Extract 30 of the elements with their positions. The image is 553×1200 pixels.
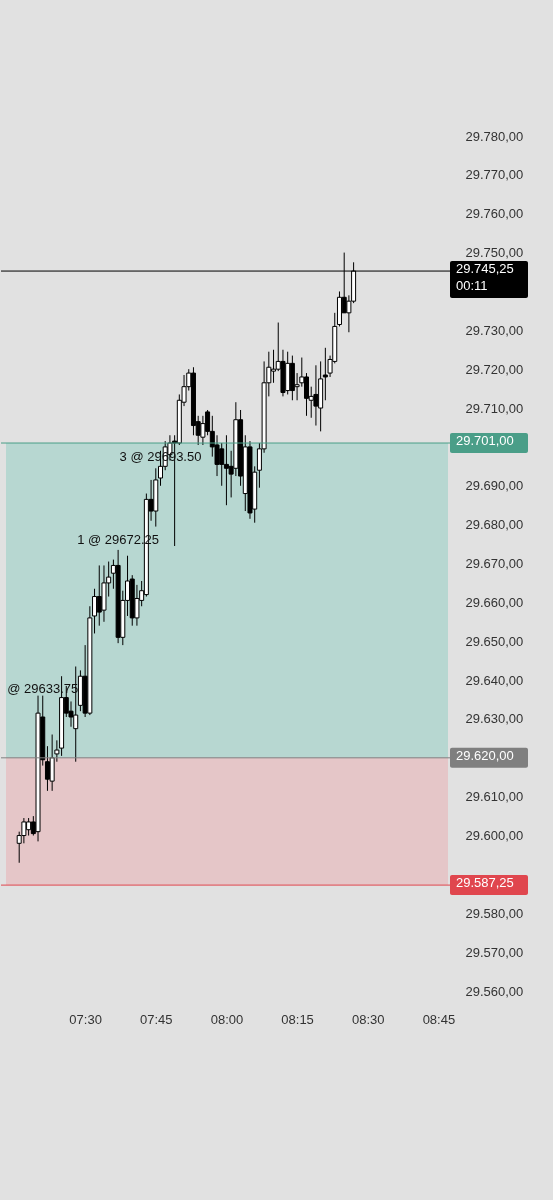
y-tick-label: 29.780,00 bbox=[465, 128, 524, 144]
y-tick-label: 29.560,00 bbox=[465, 983, 524, 999]
ref-line-label: 29.745,25 00:11 bbox=[456, 261, 514, 294]
y-tick-label: 29.640,00 bbox=[465, 672, 524, 688]
y-tick-label: 29.770,00 bbox=[465, 167, 524, 183]
ref-line-label: 29.620,00 bbox=[456, 747, 514, 763]
y-tick-label: 29.580,00 bbox=[465, 905, 524, 921]
x-tick-label: 07:45 bbox=[140, 1011, 173, 1027]
y-tick-label: 29.760,00 bbox=[465, 206, 524, 222]
x-tick-label: 08:15 bbox=[281, 1011, 314, 1027]
x-tick-label: 08:45 bbox=[422, 1011, 456, 1027]
y-tick-label: 29.750,00 bbox=[465, 245, 524, 261]
y-tick-label: 29.690,00 bbox=[465, 478, 524, 494]
ref-line-label: 29.701,00 bbox=[456, 433, 514, 449]
x-tick-label: 08:00 bbox=[210, 1011, 244, 1027]
y-tick-label: 29.730,00 bbox=[465, 322, 524, 338]
y-tick-label: 29.600,00 bbox=[465, 828, 524, 844]
y-tick-label: 29.570,00 bbox=[465, 944, 524, 960]
y-tick-label: 29.710,00 bbox=[465, 400, 524, 416]
ref-line-label: 29.587,25 bbox=[456, 875, 514, 891]
y-tick-label: 29.720,00 bbox=[465, 361, 524, 377]
y-tick-label: 29.610,00 bbox=[465, 789, 524, 805]
y-tick-label: 29.630,00 bbox=[465, 711, 524, 727]
candlestick bbox=[313, 364, 319, 427]
y-tick-label: 29.680,00 bbox=[465, 517, 524, 533]
x-tick-label: 07:30 bbox=[69, 1011, 102, 1027]
y-tick-label: 29.650,00 bbox=[465, 633, 524, 649]
y-tick-label: 29.670,00 bbox=[465, 556, 524, 571]
x-tick-label: 08:30 bbox=[351, 1011, 385, 1027]
y-tick-label: 29.660,00 bbox=[465, 594, 524, 610]
